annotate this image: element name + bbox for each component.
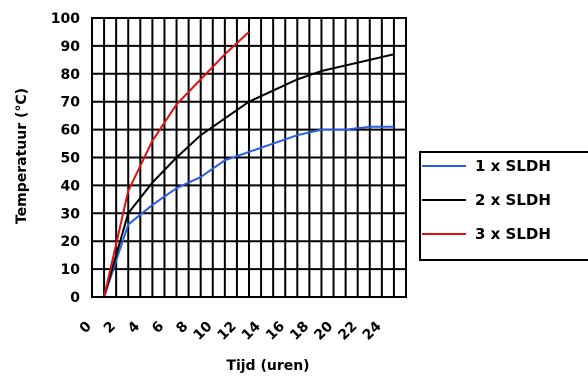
y-tick-label: 90	[61, 39, 81, 55]
legend-label-3: 3 x SLDH	[475, 225, 551, 243]
x-tick-label: 6	[149, 319, 167, 337]
legend: 1 x SLDH 2 x SLDH 3 x SLDH	[422, 157, 551, 243]
x-tick-label: 24	[360, 318, 385, 343]
y-tick-label: 40	[61, 178, 81, 194]
y-tick-label: 30	[61, 206, 81, 222]
legend-label-2: 2 x SLDH	[475, 191, 551, 209]
legend-label-1: 1 x SLDH	[475, 157, 551, 175]
x-tick-label: 20	[311, 318, 336, 343]
x-tick-label: 8	[173, 319, 191, 337]
x-tick-label: 10	[191, 318, 216, 343]
legend-box	[419, 151, 588, 261]
x-tick-label: 22	[335, 319, 360, 344]
y-tick-label: 80	[61, 67, 81, 83]
grid-lines	[92, 18, 406, 297]
y-axis-title: Temperatuur (°C)	[14, 88, 30, 224]
y-tick-label: 10	[61, 262, 81, 278]
x-tick-label: 18	[287, 319, 312, 344]
y-tick-label: 20	[61, 234, 81, 250]
series-line-1	[103, 125, 394, 298]
x-tick-label: 16	[263, 319, 288, 344]
y-tick-label: 100	[51, 11, 80, 27]
y-tick-label: 70	[61, 95, 81, 111]
x-tick-labels: 0 2 4 6 8 10 12 14 16 18 20 22 24	[77, 318, 385, 343]
x-tick-label: 12	[215, 319, 240, 344]
series-line-3	[103, 31, 250, 298]
y-tick-label: 0	[70, 290, 80, 306]
x-axis-title: Tijd (uren)	[226, 358, 309, 374]
series-lines	[103, 31, 395, 298]
series-line-2	[103, 53, 395, 298]
x-tick-label: 14	[239, 318, 264, 343]
y-tick-label: 50	[61, 151, 81, 167]
y-tick-label: 60	[61, 123, 81, 139]
x-tick-label: 4	[125, 318, 143, 336]
x-tick-label: 0	[77, 318, 95, 336]
plot-border	[91, 17, 407, 298]
x-tick-label: 2	[101, 319, 119, 337]
y-tick-labels: 0 10 20 30 40 50 60 70 80 90 100	[51, 11, 80, 306]
